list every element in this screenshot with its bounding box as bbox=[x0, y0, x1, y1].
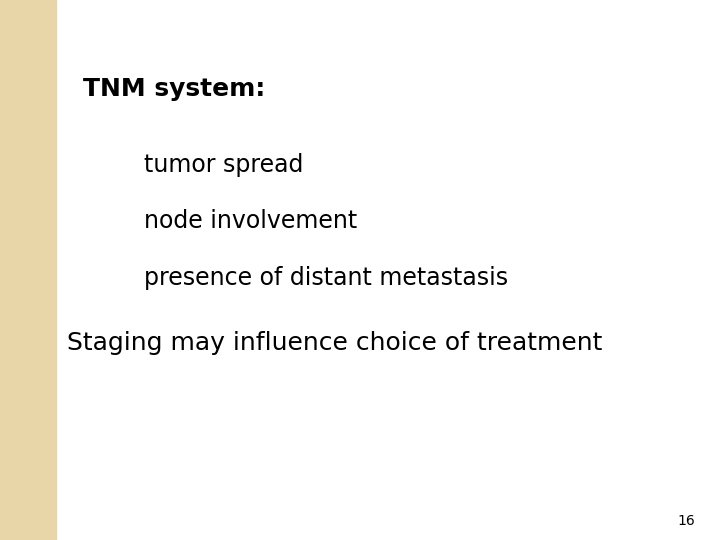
Text: tumor spread: tumor spread bbox=[144, 153, 303, 177]
Text: presence of distant metastasis: presence of distant metastasis bbox=[144, 266, 508, 290]
Text: TNM system:: TNM system: bbox=[83, 77, 265, 101]
Text: node involvement: node involvement bbox=[144, 210, 357, 233]
Text: Staging may influence choice of treatment: Staging may influence choice of treatmen… bbox=[67, 331, 603, 355]
Text: 16: 16 bbox=[677, 514, 695, 528]
Bar bbox=[0, 0, 56, 540]
